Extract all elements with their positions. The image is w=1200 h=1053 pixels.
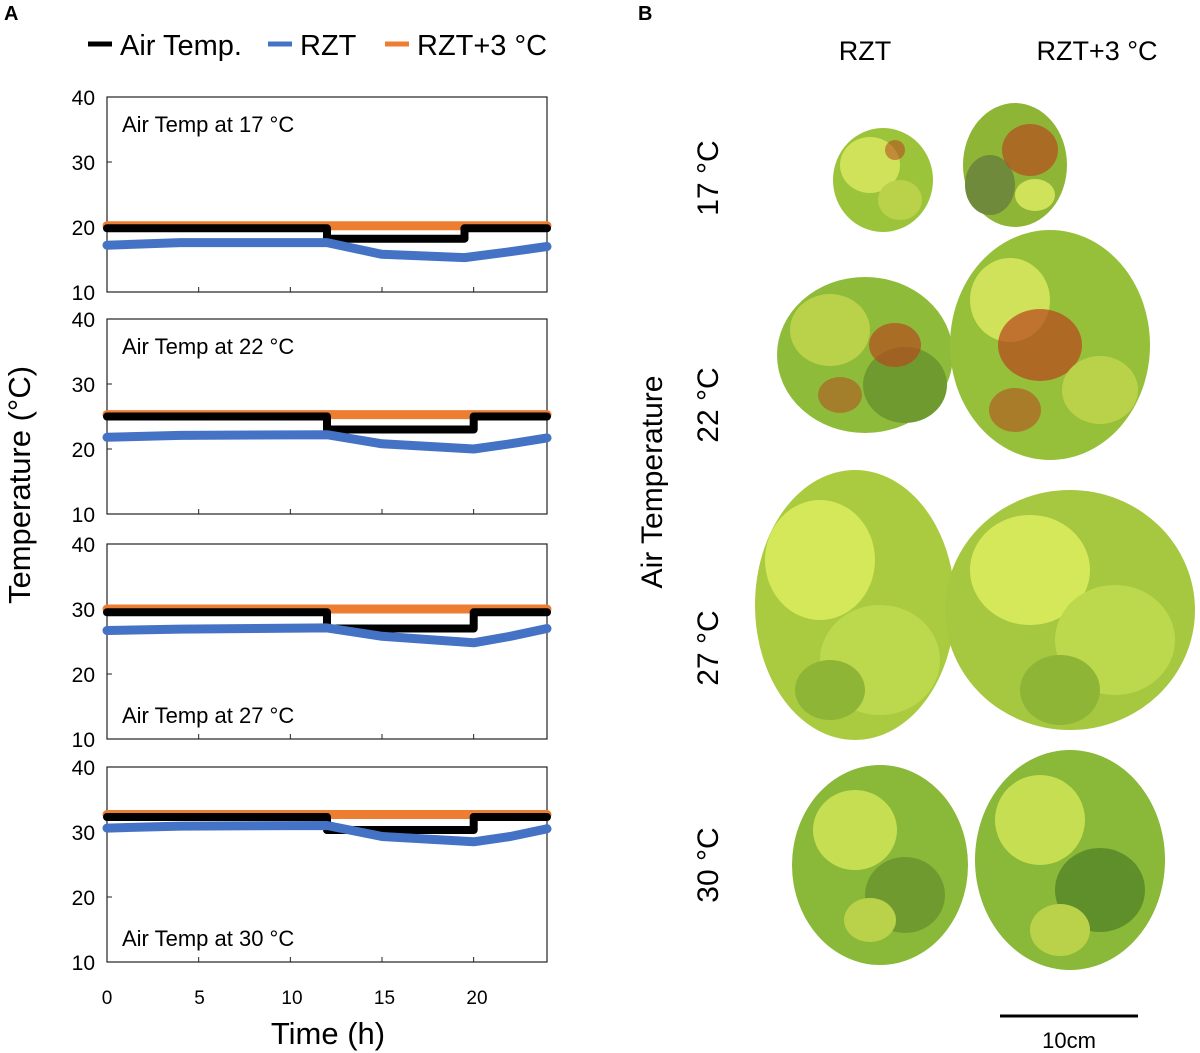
- lettuce-photo-panel: RZT RZT+3 °C Air Temperature 17 °C 22 °C…: [636, 36, 1195, 1053]
- y-tick-label: 20: [72, 439, 95, 462]
- y-tick-label: 10: [72, 952, 95, 975]
- plot-frame: [106, 766, 548, 963]
- line-chart-stack: 10 20 30 40 Air Temp at 17 °C 10 20 30 40 Air Tem…: [72, 87, 552, 975]
- x-tick-label: 20: [466, 988, 487, 1009]
- subplot-annotation: Air Temp at 22 °C: [122, 334, 294, 359]
- subplot-2: 10 20 30 40 Air Temp at 22 °C: [72, 309, 552, 527]
- series-line-air-temp: [103, 608, 551, 633]
- row-label-27: 27 °C: [692, 610, 725, 685]
- row-label-17: 17 °C: [692, 140, 725, 215]
- lettuce-17c-rzt-plus-3: [963, 103, 1067, 227]
- panel-a-label: A: [4, 3, 18, 25]
- x-tick-label: 10: [281, 988, 302, 1009]
- y-tick-label: 10: [72, 504, 95, 527]
- y-tick-label: 30: [72, 599, 95, 622]
- subplot-4: 10 20 30 40 Air Temp at 30 °C: [72, 757, 552, 975]
- x-tick-label: 5: [194, 988, 205, 1009]
- legend-label-rzt-plus-3: RZT+3 °C: [417, 30, 547, 62]
- subplot-annotation: Air Temp at 27 °C: [122, 703, 294, 728]
- subplot-annotation: Air Temp at 30 °C: [122, 926, 294, 951]
- subplot-1: 10 20 30 40 Air Temp at 17 °C: [72, 87, 552, 305]
- legend-label-rzt: RZT: [300, 30, 357, 62]
- column-header-rzt: RZT: [839, 36, 891, 66]
- x-tick-label: 0: [102, 988, 113, 1009]
- x-tick-labels: 0 5 10 15 20: [102, 988, 488, 1009]
- scale-bar-label: 10cm: [1042, 1028, 1096, 1053]
- y-tick-label: 40: [72, 757, 95, 780]
- y-tick-label: 30: [72, 822, 95, 845]
- series-line-rzt: [102, 623, 552, 648]
- series-line-rzt: [102, 238, 552, 263]
- lettuce-27c-rzt: [755, 470, 955, 740]
- y-tick-label: 20: [72, 887, 95, 910]
- y-tick-label: 30: [72, 152, 95, 175]
- lettuce-22c-rzt: [777, 277, 953, 433]
- series-line-air-temp: [103, 813, 551, 834]
- y-axis-title: Temperature (°C): [2, 366, 37, 604]
- y-tick-label: 30: [72, 374, 95, 397]
- lettuce-27c-rzt-plus-3: [945, 490, 1195, 730]
- row-label-30: 30 °C: [692, 827, 725, 902]
- subplot-annotation: Air Temp at 17 °C: [122, 112, 294, 137]
- x-axis-title: Time (h): [271, 1016, 385, 1051]
- y-tick-label: 20: [72, 217, 95, 240]
- row-label-22: 22 °C: [692, 367, 725, 442]
- column-header-rzt-plus-3: RZT+3 °C: [1036, 36, 1157, 66]
- panel-b-label: B: [638, 3, 652, 25]
- y-tick-label: 10: [72, 729, 95, 752]
- y-tick-label: 20: [72, 664, 95, 687]
- series-line-rzt: [102, 430, 552, 454]
- y-tick-label: 40: [72, 87, 95, 110]
- series-line-air-temp: [103, 224, 551, 243]
- legend-label-air-temp: Air Temp.: [120, 30, 242, 62]
- lettuce-22c-rzt-plus-3: [950, 230, 1150, 460]
- chart-legend: Air Temp. RZT RZT+3 °C: [88, 30, 547, 62]
- lettuce-17c-rzt: [833, 128, 933, 232]
- row-axis-title: Air Temperature: [636, 376, 669, 589]
- lettuce-30c-rzt: [792, 765, 968, 965]
- y-tick-label: 40: [72, 534, 95, 557]
- subplot-3: 10 20 30 40 Air Temp at 27 °C: [72, 534, 552, 752]
- series-line-rzt: [102, 821, 552, 847]
- x-tick-label: 15: [374, 988, 395, 1009]
- y-tick-label: 40: [72, 309, 95, 332]
- series-line-air-temp: [103, 412, 551, 434]
- lettuce-30c-rzt-plus-3: [975, 750, 1165, 970]
- y-tick-label: 10: [72, 282, 95, 305]
